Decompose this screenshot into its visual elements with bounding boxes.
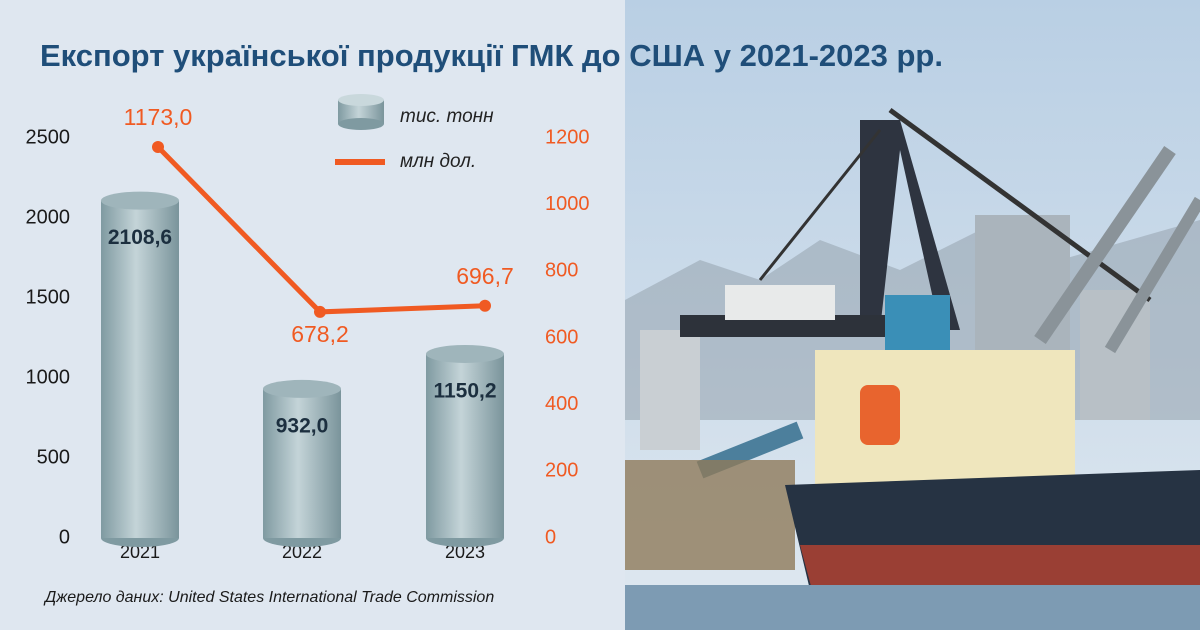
y2-tick-label: 1000 [545,193,590,215]
x-tick-label: 2021 [120,542,160,562]
y2-tick-label: 200 [545,460,578,482]
legend-swatch [338,118,384,130]
y-tick-label: 1500 [26,286,71,308]
x-tick-label: 2023 [445,542,485,562]
legend-label: млн дол. [400,151,476,172]
line-point [314,305,326,318]
y2-tick-label: 400 [545,393,578,415]
y2-tick-label: 800 [545,260,578,282]
chart-title: Експорт української продукції ГМК до США… [40,38,943,73]
y2-tick-label: 0 [545,526,556,548]
x-tick-label: 2022 [282,542,322,562]
source-note: Джерело даних: United States Internation… [43,589,494,606]
bar [426,353,504,538]
data-label: 1150,2 [433,380,496,403]
y-tick-label: 0 [59,526,70,548]
y-tick-label: 500 [37,446,70,468]
legend: тис. тонн млн дол. [335,94,494,172]
y2-tick-label: 1200 [545,126,590,148]
line-point [479,299,491,312]
photo [625,0,1200,630]
bar [263,388,341,538]
data-label: 932,0 [276,414,329,437]
legend-label: тис. тонн [400,106,494,127]
data-label: 2108,6 [108,226,172,249]
bar [101,200,179,538]
y-tick-label: 2500 [26,126,71,148]
line-point [152,141,164,153]
data-label: 678,2 [291,321,349,347]
y2-tick-label: 600 [545,326,578,348]
bar-top [263,379,341,398]
data-label: 1173,0 [124,104,193,130]
y-tick-label: 2000 [26,206,71,228]
bar-top [426,344,504,363]
legend-swatch [338,94,384,106]
data-label: 696,7 [456,263,514,289]
y-tick-label: 1000 [26,366,71,388]
bar-top [101,191,179,210]
